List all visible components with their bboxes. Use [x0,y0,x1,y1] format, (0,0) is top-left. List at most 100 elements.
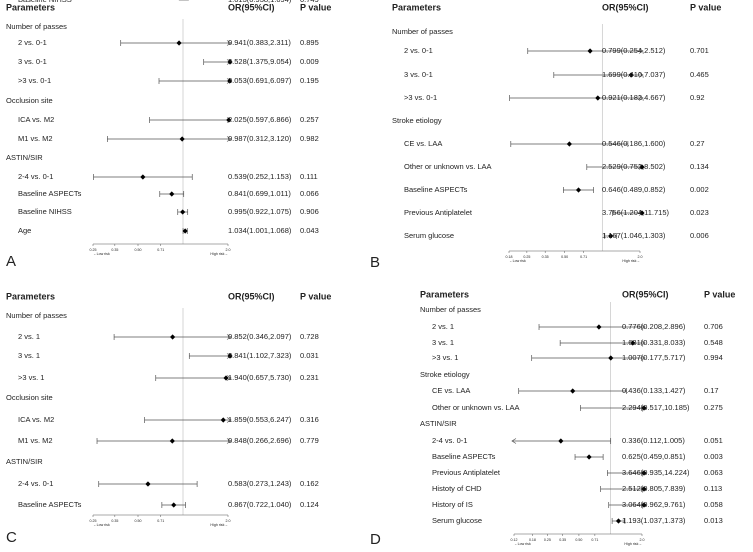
row-label: Baseline ASPECTs [432,452,496,461]
point-estimate [641,502,647,508]
header-p-value: P value [300,291,331,301]
p-value: 0.706 [704,322,723,331]
p-value: 0.043 [300,226,319,235]
p-value: 0.162 [300,479,319,488]
row-label: 2 vs. 1 [18,332,40,341]
group-header: Number of passes [392,27,453,36]
p-value: 0.257 [300,115,319,124]
or-ci-value: 3.646(0.935,14.224) [622,468,690,477]
low-risk-label: ←Low risk [514,542,531,546]
ci-arrow-high [226,375,232,381]
ci-arrow-high [638,48,644,54]
high-risk-label: High risk→ [622,259,640,263]
or-ci-value: 0.336(0.112,1.005) [622,436,685,445]
x-tick-label: 0.71 [157,519,164,523]
x-tick-label: 0.35 [542,255,549,259]
group-header: Stroke etiology [420,370,470,379]
point-estimate [227,353,233,359]
row-label: 2-4 vs. 0-1 [432,436,467,445]
row-label: Other or unknown vs. LAA [404,162,492,171]
or-ci-value: 0.799(0.254,2.512) [602,46,666,55]
point-estimate [639,164,645,170]
point-estimate [641,486,647,492]
point-estimate [220,417,226,423]
forest-panel-b: B Parameters OR(95%CI) P value Number of pas… [370,2,721,271]
row-label: M1 vs. M2 [18,436,53,445]
panel-label: C [6,529,17,546]
or-ci-value: 2.294(0.517,10.185) [622,403,690,412]
x-tick-label: 0.35 [559,538,566,542]
p-value: 0.316 [300,415,319,424]
or-ci-value: 0.646(0.489,0.852) [602,185,666,194]
or-ci-value: 0.987(0.312,3.120) [228,134,292,143]
point-estimate [223,375,229,381]
row-label: Age [18,226,31,235]
group-header: Occlusion site [6,393,53,402]
or-ci-value: 0.583(0.273,1.243) [228,479,292,488]
row-label: >3 vs. 1 [18,373,44,382]
point-estimate [176,40,182,46]
or-ci-value: 1.013(0.938,1.094) [228,0,292,4]
header-or-ci: OR(95%CI) [622,289,669,299]
or-ci-value: 0.841(0.699,1.011) [228,189,291,198]
row-label: Baseline NIHSS [18,207,72,216]
header-p-value: P value [690,2,721,12]
point-estimate [169,191,175,197]
row-label: 3 vs. 1 [432,338,454,347]
row-label: Other or unknown vs. LAA [432,403,520,412]
row-label: 2 vs. 0-1 [404,46,433,55]
or-ci-value: 0.867(0.722,1.040) [228,500,292,509]
group-header: Number of passes [6,311,67,320]
ci-arrow-high [640,340,646,346]
or-ci-value: 2.841(1.102,7.323) [228,351,292,360]
or-ci-value: 2.512(0.805,7.839) [622,484,686,493]
group-header: ASTIN/SIR [6,457,43,466]
x-tick-label: 0.25 [90,519,97,523]
row-label: ICA vs. M2 [18,415,54,424]
p-value: 0.895 [300,38,319,47]
or-ci-value: 0.848(0.266,2.696) [228,436,292,445]
p-value: 0.231 [300,373,319,382]
or-ci-value: 3.756(1.204,11.715) [602,208,670,217]
group-header: Occlusion site [6,96,53,105]
p-value: 0.728 [300,332,319,341]
ci-arrow-high [638,95,644,101]
p-value: 0.124 [300,500,319,509]
ci-arrow-low [511,438,517,444]
group-header: ASTIN/SIR [6,153,43,162]
ci-arrow-high [226,438,232,444]
row-label: 3 vs. 0-1 [18,57,47,66]
p-value: 0.134 [690,162,709,171]
row-label: >3 vs. 1 [432,353,458,362]
x-tick-label: 0.50 [561,255,568,259]
p-value: 0.465 [690,70,709,79]
ci-arrow-high [226,417,232,423]
row-label: Previous Antiplatelet [404,208,473,217]
low-risk-label: ←Low risk [93,252,110,256]
point-estimate [628,72,634,78]
point-estimate [145,481,151,487]
or-ci-value: 1.699(0.410,7.037) [602,70,666,79]
row-label: Previous Antiplatelet [432,468,501,477]
or-ci-value: 1.940(0.657,5.730) [228,373,292,382]
p-value: 0.006 [690,231,709,240]
point-estimate [566,141,572,147]
x-tick-label: 0.50 [575,538,582,542]
point-estimate [641,405,647,411]
x-tick-label: 0.12 [511,538,518,542]
or-ci-value: 1.631(0.331,8.033) [622,338,686,347]
forest-panel-c: C Parameters OR(95%CI) P value Number of pas… [6,0,331,546]
high-risk-label: High risk→ [210,523,228,527]
x-tick-label: 2.0 [226,519,231,523]
p-value: 0.031 [300,351,319,360]
ci-arrow-high [226,40,232,46]
high-risk-label: High risk→ [624,542,642,546]
row-label: 2-4 vs. 0-1 [18,479,53,488]
ci-arrow-high [638,72,644,78]
ci-arrow-high [226,334,232,340]
header-parameters: Parameters [6,291,55,301]
point-estimate [641,470,647,476]
point-estimate [596,324,602,330]
point-estimate [630,340,636,346]
